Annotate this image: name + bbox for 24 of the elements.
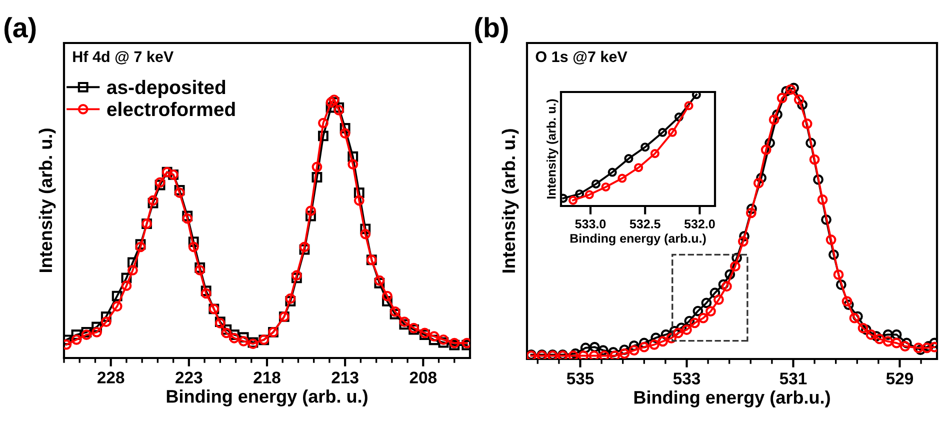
x-tick-label: 531 xyxy=(780,372,807,384)
x-tick-label: 533.0 xyxy=(575,220,606,228)
x-tick-label: 535 xyxy=(566,372,594,384)
x-axis-title: Binding energy (arb.u.) xyxy=(570,234,706,246)
x-axis-title: Binding energy (arb. u.) xyxy=(166,390,368,406)
legend-label: as-deposited xyxy=(107,80,226,98)
chart-title: (a) xyxy=(4,17,36,43)
x-tick-label: 223 xyxy=(176,372,202,384)
x-tick-label: 533 xyxy=(673,372,700,384)
x-tick-label: 532.0 xyxy=(684,220,715,228)
x-tick-label: 529 xyxy=(886,372,914,384)
x-tick-label: 213 xyxy=(332,372,358,384)
x-tick-label: 228 xyxy=(98,372,124,384)
x-tick-label: 532.5 xyxy=(630,220,660,228)
x-tick-label: 208 xyxy=(410,372,437,384)
x-axis-title: Binding energy (arb.u.) xyxy=(634,390,830,408)
x-tick-label: 218 xyxy=(254,372,280,384)
y-axis-title: Intensity (arb. u.) xyxy=(502,129,519,273)
legend-label: electroformed xyxy=(107,102,235,116)
chart-title: (b) xyxy=(475,17,508,43)
y-axis-title: Intensity (arb. u.) xyxy=(38,128,56,272)
y-axis-title: Intensity (arb. u.) xyxy=(546,99,558,199)
text: O 1s @7 keV xyxy=(536,50,628,64)
text: Hf 4d @ 7 keV xyxy=(73,50,174,64)
